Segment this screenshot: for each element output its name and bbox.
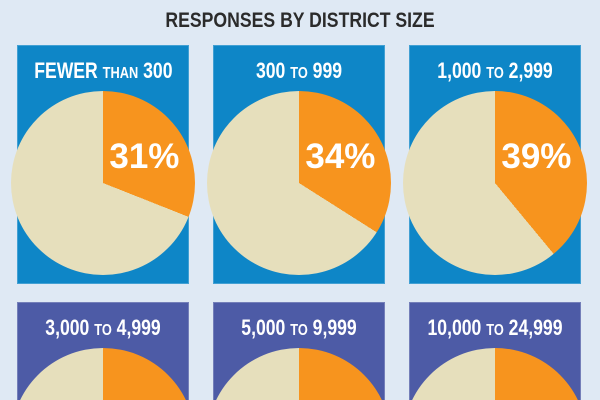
- panel-10000-to-24999: 10,000 TO 24,999: [403, 302, 587, 400]
- page-title: RESPONSES BY DISTRICT SIZE: [165, 9, 435, 32]
- title-word: 1,000: [437, 58, 482, 83]
- title-word: FEWER: [34, 58, 98, 83]
- panel-title: 1,000 TO 2,999: [426, 58, 564, 84]
- title-word-small: TO: [290, 322, 308, 339]
- panel-1000-to-2999: 1,000 TO 2,999 39%: [403, 45, 587, 284]
- percent-label: 31%: [109, 137, 180, 177]
- panel-title: 10,000 TO 24,999: [426, 315, 564, 341]
- panel-title: 300 TO 999: [230, 58, 368, 84]
- panel-title: FEWER THAN 300: [34, 58, 172, 84]
- panel-3000-to-4999: 3,000 TO 4,999: [11, 302, 195, 400]
- percent-label: 34%: [305, 137, 376, 177]
- title-word: 9,999: [312, 315, 357, 340]
- title-word-small: THAN: [102, 65, 139, 82]
- pie-chart: [11, 348, 195, 400]
- pie-chart: [403, 348, 587, 400]
- title-word-small: TO: [486, 65, 504, 82]
- title-word-small: TO: [94, 322, 112, 339]
- panel-300-to-999: 300 TO 999 34%: [207, 45, 391, 284]
- title-word: 999: [312, 58, 343, 83]
- title-word: 10,000: [427, 315, 482, 340]
- title-word: 24,999: [508, 315, 563, 340]
- title-word: 3,000: [45, 315, 90, 340]
- panel-title: 3,000 TO 4,999: [34, 315, 172, 341]
- title-word-small: TO: [290, 65, 308, 82]
- panel-5000-to-9999: 5,000 TO 9,999: [207, 302, 391, 400]
- percent-label: 39%: [501, 137, 572, 177]
- title-word: 5,000: [241, 315, 286, 340]
- panel-fewer-than-300: FEWER THAN 300 31%: [11, 45, 195, 284]
- pie-chart: 34%: [207, 91, 391, 275]
- title-word: 300: [255, 58, 286, 83]
- panel-title: 5,000 TO 9,999: [230, 315, 368, 341]
- title-word: 300: [143, 58, 173, 83]
- pie-chart: 31%: [11, 91, 195, 275]
- pie-chart: [207, 348, 391, 400]
- title-word-small: TO: [486, 322, 504, 339]
- pie-chart: 39%: [403, 91, 587, 275]
- title-word: 4,999: [116, 315, 161, 340]
- title-word: 2,999: [508, 58, 553, 83]
